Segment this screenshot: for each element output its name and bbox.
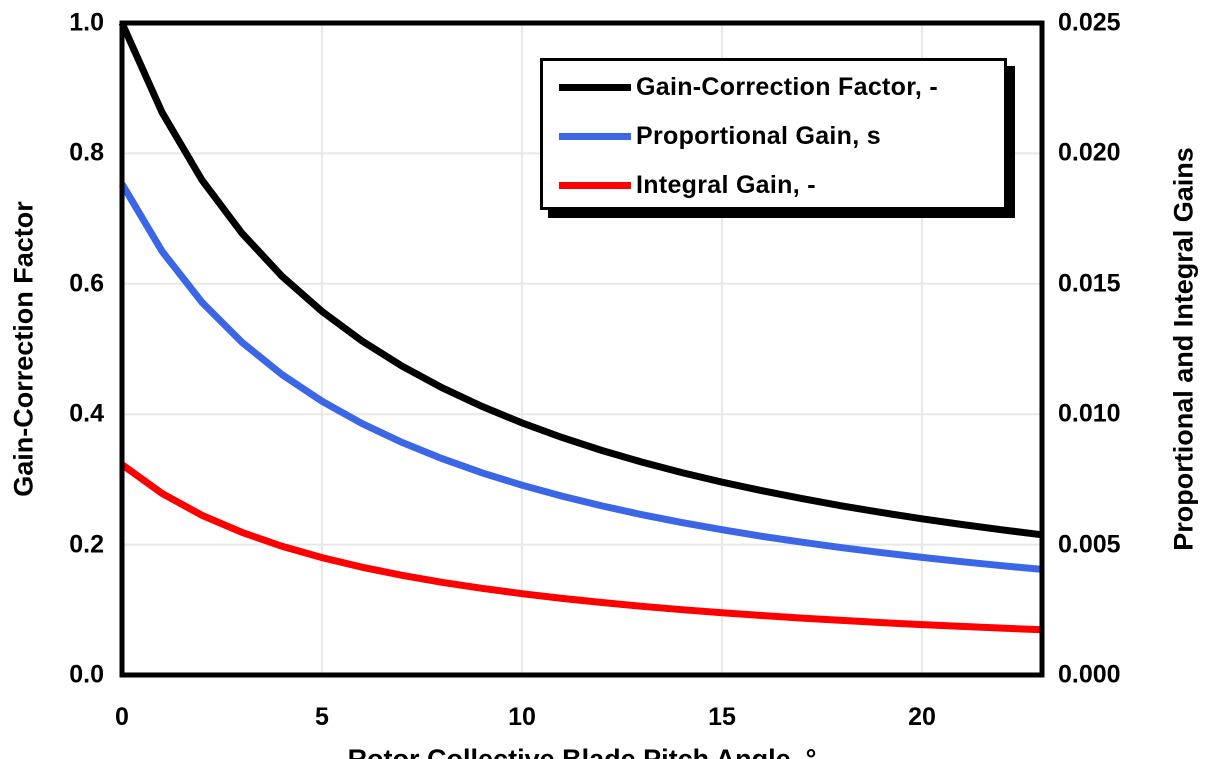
plot-frame <box>119 20 1045 678</box>
legend-row: Proportional Gain, s <box>559 112 1004 161</box>
legend: Gain-Correction Factor, - Proportional G… <box>540 58 1007 210</box>
series-line-2 <box>119 461 1043 634</box>
legend-label-integral-gain: Integral Gain, - <box>636 171 816 199</box>
series-line-0 <box>118 21 1043 539</box>
tick-label: 0.8 <box>69 138 104 167</box>
tick-label: 0.020 <box>1058 138 1121 167</box>
legend-row: Gain-Correction Factor, - <box>559 63 1004 112</box>
tick-label: 1.0 <box>69 8 104 37</box>
tick-label: 0.005 <box>1058 530 1121 559</box>
tick-label: 0.6 <box>69 269 104 298</box>
tick-label: 20 <box>908 703 936 731</box>
legend-line-sample-gain-correction <box>559 84 631 91</box>
tick-label: 0.4 <box>69 399 104 428</box>
x-axis-title: Rotor Collective Blade Pitch Angle, ° <box>347 744 817 759</box>
tick-label: 10 <box>508 703 536 731</box>
tick-label: 0 <box>115 703 129 731</box>
legend-label-proportional-gain: Proportional Gain, s <box>636 122 881 150</box>
y-axis-left-title: Gain-Correction Factor <box>8 201 39 497</box>
legend-label-gain-correction: Gain-Correction Factor, - <box>636 73 938 101</box>
tick-label: 15 <box>708 703 736 731</box>
tick-label: 0.025 <box>1058 8 1121 37</box>
y-axis-right-title: Proportional and Integral Gains <box>1168 147 1199 551</box>
legend-row: Integral Gain, - <box>559 161 1004 210</box>
legend-line-sample-proportional-gain <box>559 133 631 140</box>
series-line-1 <box>118 182 1043 573</box>
tick-label: 0.0 <box>69 660 104 689</box>
tick-label: 0.015 <box>1058 269 1121 298</box>
tick-label: 0.010 <box>1058 399 1121 428</box>
tick-label: 0.000 <box>1058 660 1121 689</box>
tick-label: 5 <box>315 703 329 731</box>
tick-label: 0.2 <box>69 530 104 559</box>
legend-line-sample-integral-gain <box>559 182 631 189</box>
